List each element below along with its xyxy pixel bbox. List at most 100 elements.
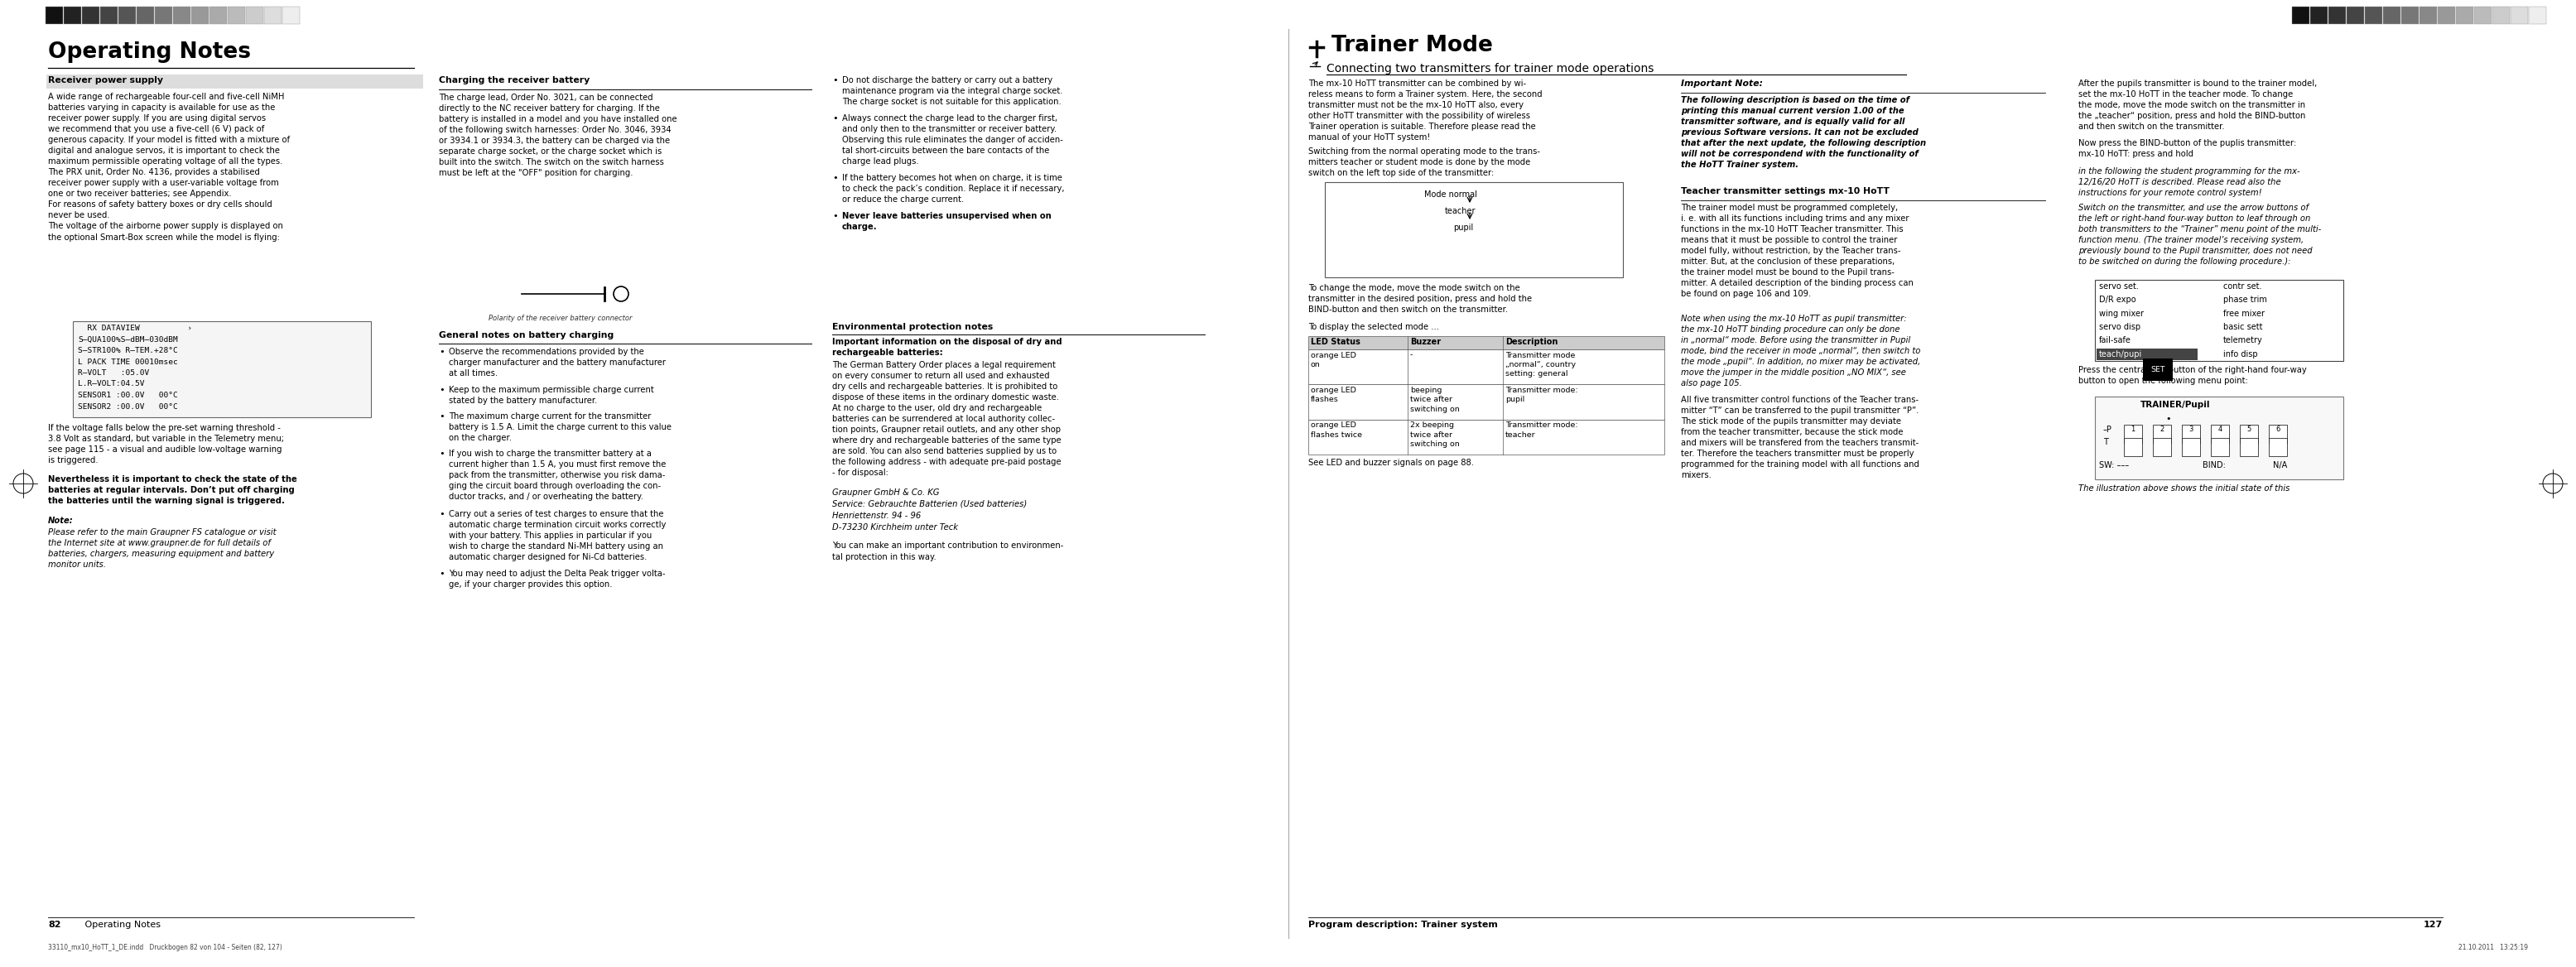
Bar	[2365, 7, 2383, 24]
Bar	[2311, 7, 2329, 24]
Text: •: •	[438, 348, 446, 356]
Text: Please refer to the main Graupner FS catalogue or visit
the Internet site at www: Please refer to the main Graupner FS cat…	[49, 528, 276, 569]
Text: free mixer: free mixer	[2223, 309, 2264, 317]
Text: Switch on the transmitter, and use the arrow buttons of
the left or right-hand f: Switch on the transmitter, and use the a…	[2079, 204, 2321, 266]
Text: •: •	[2166, 415, 2172, 424]
Text: 5: 5	[2246, 425, 2251, 433]
Text: The German Battery Order places a legal requirement
on every consumer to return : The German Battery Order places a legal …	[832, 361, 1061, 477]
Text: L.R–VOLT:04.5V: L.R–VOLT:04.5V	[77, 380, 144, 388]
Text: wing mixer: wing mixer	[2099, 309, 2143, 317]
Text: The mx-10 HoTT transmitter can be combined by wi-
reless means to form a Trainer: The mx-10 HoTT transmitter can be combin…	[1309, 79, 1543, 142]
Text: orange LED
on: orange LED on	[1311, 351, 1355, 368]
Text: Transmitter mode
„normal“, country
setting: general: Transmitter mode „normal“, country setti…	[1504, 351, 1577, 378]
Text: Connecting two transmitters for trainer mode operations: Connecting two transmitters for trainer …	[1327, 63, 1654, 74]
Text: Polarity of the receiver battery connector: Polarity of the receiver battery connect…	[489, 314, 631, 322]
Bar	[2473, 7, 2491, 24]
Bar	[173, 7, 191, 24]
Text: Teacher transmitter settings mx-10 HoTT: Teacher transmitter settings mx-10 HoTT	[1682, 187, 1888, 195]
Bar	[137, 7, 155, 24]
Text: The illustration above shows the initial state of this: The illustration above shows the initial…	[2079, 484, 2290, 492]
Text: SENSOR1 :00.0V   00°C: SENSOR1 :00.0V 00°C	[77, 392, 178, 399]
Text: Description: Description	[1504, 337, 1558, 345]
Text: Keep to the maximum permissible charge current
stated by the battery manufacture: Keep to the maximum permissible charge c…	[448, 386, 654, 404]
Text: General notes on battery charging: General notes on battery charging	[438, 331, 613, 339]
Text: telemetry: telemetry	[2223, 337, 2262, 344]
Text: Never leave batteries unsupervised when on
charge.: Never leave batteries unsupervised when …	[842, 212, 1051, 230]
Bar	[100, 7, 118, 24]
Text: D/R expo: D/R expo	[2099, 296, 2136, 304]
Text: S–QUA100%S–dBM–030dBM: S–QUA100%S–dBM–030dBM	[77, 336, 178, 343]
Text: SENSOR2 :00.0V   00°C: SENSOR2 :00.0V 00°C	[77, 403, 178, 410]
Text: 3: 3	[2190, 425, 2192, 433]
Text: 1: 1	[2130, 425, 2136, 433]
Text: If the voltage falls below the pre-set warning threshold -
3.8 Volt as standard,: If the voltage falls below the pre-set w…	[49, 424, 283, 464]
Text: Environmental protection notes: Environmental protection notes	[832, 323, 992, 331]
Text: Carry out a series of test charges to ensure that the
automatic charge terminati: Carry out a series of test charges to en…	[448, 510, 667, 561]
Bar	[265, 7, 281, 24]
Text: Transmitter mode:
teacher: Transmitter mode: teacher	[1504, 422, 1579, 439]
Text: –P: –P	[2102, 425, 2112, 434]
Text: 21.10.2011   13:25:19: 21.10.2011 13:25:19	[2458, 944, 2527, 952]
Text: TRAINER/Pupil: TRAINER/Pupil	[2141, 400, 2210, 409]
Text: Do not discharge the battery or carry out a battery
maintenance program via the : Do not discharge the battery or carry ou…	[842, 76, 1064, 106]
Bar	[1309, 336, 1664, 349]
Text: orange LED
flashes: orange LED flashes	[1311, 387, 1355, 403]
Bar	[523, 274, 670, 314]
Text: Important information on the disposal of dry and
rechargeable batteries:: Important information on the disposal of…	[832, 337, 1061, 357]
Text: Program description: Trainer system: Program description: Trainer system	[1309, 921, 1497, 929]
Text: fail-safe: fail-safe	[2099, 337, 2130, 344]
Bar	[46, 7, 62, 24]
Text: The maximum charge current for the transmitter
battery is 1.5 A. Limit the charg: The maximum charge current for the trans…	[448, 412, 672, 442]
Text: info disp: info disp	[2223, 350, 2257, 358]
Bar	[2094, 279, 2344, 361]
Text: The following description is based on the time of
printing this manual current v: The following description is based on th…	[1682, 96, 1927, 169]
Bar	[2269, 438, 2287, 456]
Text: 2x beeping
twice after
switching on: 2x beeping twice after switching on	[1409, 422, 1461, 449]
Text: •: •	[438, 570, 446, 578]
Text: Operating Notes: Operating Notes	[70, 921, 160, 929]
Text: beeping
twice after
switching on: beeping twice after switching on	[1409, 387, 1461, 413]
Bar	[2210, 425, 2228, 443]
Text: After the pupils transmitter is bound to the trainer model,
set the mx-10 HoTT i: After the pupils transmitter is bound to…	[2079, 79, 2316, 131]
Text: The trainer model must be programmed completely,
i. e. with all its functions in: The trainer model must be programmed com…	[1682, 204, 1914, 298]
Bar	[191, 7, 209, 24]
Text: Mode normal: Mode normal	[1425, 190, 1476, 198]
Bar	[155, 7, 173, 24]
Text: SW: –––: SW: –––	[2099, 461, 2128, 469]
Text: Receiver power supply: Receiver power supply	[49, 76, 162, 84]
Text: BIND:: BIND:	[2202, 461, 2226, 469]
Bar	[2239, 425, 2259, 443]
Text: •: •	[832, 76, 837, 84]
Bar	[209, 7, 227, 24]
Text: 33110_mx10_HoTT_1_DE.indd   Druckbogen 82 von 104 - Seiten (82, 127): 33110_mx10_HoTT_1_DE.indd Druckbogen 82 …	[49, 944, 283, 952]
Bar	[2530, 7, 2545, 24]
Text: Note when using the mx-10 HoTT as pupil transmitter:
the mx-10 HoTT binding proc: Note when using the mx-10 HoTT as pupil …	[1682, 314, 1922, 388]
Text: 6: 6	[2275, 425, 2280, 433]
Text: phase trim: phase trim	[2223, 296, 2267, 304]
Bar	[1309, 349, 1664, 384]
Text: •: •	[438, 386, 446, 394]
Text: To display the selected mode ...: To display the selected mode ...	[1309, 322, 1440, 331]
Bar	[2182, 438, 2200, 456]
Bar	[2210, 438, 2228, 456]
Text: Trainer Mode: Trainer Mode	[1332, 35, 1494, 56]
Text: You may need to adjust the Delta Peak trigger volta-
ge, if your charger provide: You may need to adjust the Delta Peak tr…	[448, 570, 665, 589]
Bar	[2269, 425, 2287, 443]
Text: 2: 2	[2159, 425, 2164, 433]
Text: The charge lead, Order No. 3021, can be connected
directly to the NC receiver ba: The charge lead, Order No. 3021, can be …	[438, 94, 677, 177]
Bar	[2154, 425, 2172, 443]
Text: S–STR100% R–TEM.+28°C: S–STR100% R–TEM.+28°C	[77, 347, 178, 354]
Text: LED Status: LED Status	[1311, 337, 1360, 345]
Bar	[64, 7, 82, 24]
Bar	[2293, 7, 2308, 24]
Text: Note:: Note:	[49, 517, 75, 525]
Bar	[2239, 438, 2259, 456]
Text: •: •	[438, 450, 446, 457]
Text: To change the mode, move the mode switch on the
transmitter in the desired posit: To change the mode, move the mode switch…	[1309, 284, 1533, 314]
Text: •: •	[832, 174, 837, 182]
Text: pupil: pupil	[1453, 223, 1473, 232]
Text: See LED and buzzer signals on page 88.: See LED and buzzer signals on page 88.	[1309, 458, 1473, 467]
Text: •: •	[832, 114, 837, 122]
Bar	[227, 7, 245, 24]
Text: All five transmitter control functions of the Teacher trans-
mitter “T” can be t: All five transmitter control functions o…	[1682, 396, 1919, 480]
